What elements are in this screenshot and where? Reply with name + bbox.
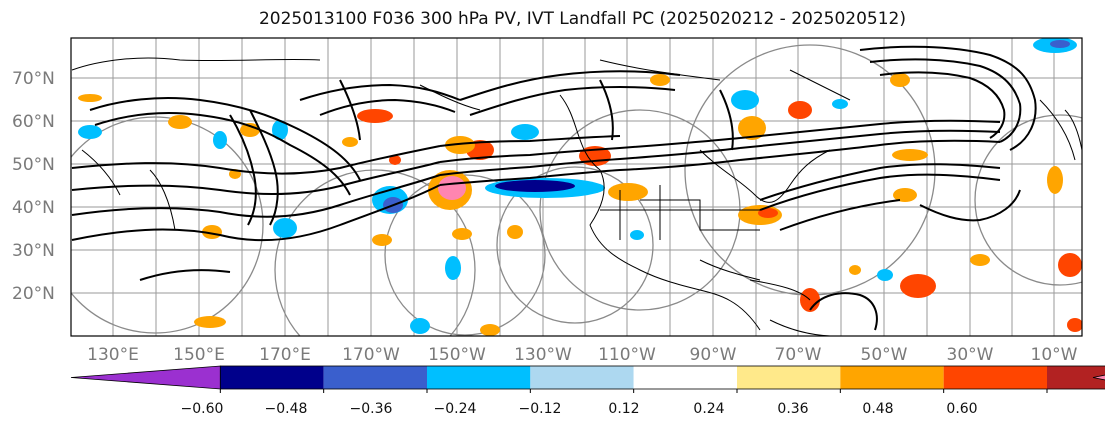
colorbar-outline (219, 365, 1105, 390)
lon-label: 30°W (947, 345, 994, 365)
colorbar-tick-label: 0.36 (777, 401, 808, 417)
lon-label: 50°W (861, 345, 908, 365)
colorbar-tick-label: −0.36 (350, 401, 393, 417)
colorbar-swatches (70, 365, 1105, 390)
colorbar-extend-min (70, 365, 221, 390)
lat-label: 30°N (12, 241, 55, 261)
lat-label: 50°N (12, 155, 55, 175)
colorbar-tick-label: 0.48 (862, 401, 893, 417)
colorbar: −0.60 −0.48 −0.36 −0.24 −0.12 0.12 0.24 … (70, 365, 1105, 417)
longitude-labels: 130°E 150°E 170°E 170°W 150°W 130°W 110°… (87, 345, 1078, 365)
lat-label: 40°N (12, 198, 55, 218)
colorbar-swatch (633, 366, 737, 389)
colorbar-tick-label: −0.24 (434, 401, 477, 417)
lon-label: 170°W (342, 345, 400, 365)
colorbar-swatch (943, 366, 1047, 389)
map-frame (70, 37, 1083, 337)
colorbar-swatch (840, 366, 944, 389)
lon-label: 130°E (87, 345, 139, 365)
colorbar-ticks (219, 389, 1048, 393)
lon-label: 170°E (259, 345, 311, 365)
colorbar-swatch (737, 366, 841, 389)
lat-label: 60°N (12, 112, 55, 132)
colorbar-tick-label: −0.60 (181, 401, 224, 417)
colorbar-tick-label: −0.12 (519, 401, 562, 417)
lon-label: 10°W (1031, 345, 1078, 365)
lon-label: 70°W (775, 345, 822, 365)
lat-label: 20°N (12, 284, 55, 304)
colorbar-swatch (530, 366, 634, 389)
pv-contours (71, 45, 1037, 331)
colorbar-extend-max (1092, 374, 1105, 381)
lon-label: 90°W (690, 345, 737, 365)
lon-label: 150°E (173, 345, 225, 365)
colorbar-labels: −0.60 −0.48 −0.36 −0.24 −0.12 0.12 0.24 … (181, 401, 978, 417)
map-title: 2025013100 F036 300 hPa PV, IVT Landfall… (258, 9, 906, 29)
colorbar-tick-label: −0.48 (265, 401, 308, 417)
colorbar-tick-label: 0.12 (608, 401, 639, 417)
colorbar-swatch (1047, 366, 1105, 389)
lon-label: 110°W (598, 345, 656, 365)
lon-label: 130°W (514, 345, 572, 365)
colorbar-tick-label: 0.24 (693, 401, 724, 417)
lon-label: 150°W (428, 345, 486, 365)
colorbar-tick-label: 0.60 (946, 401, 977, 417)
latitude-labels: 70°N 60°N 50°N 40°N 30°N 20°N (12, 69, 55, 304)
colorbar-swatch (427, 366, 531, 389)
colorbar-swatch (323, 366, 427, 389)
lat-label: 70°N (12, 69, 55, 89)
colorbar-swatch (220, 366, 324, 389)
